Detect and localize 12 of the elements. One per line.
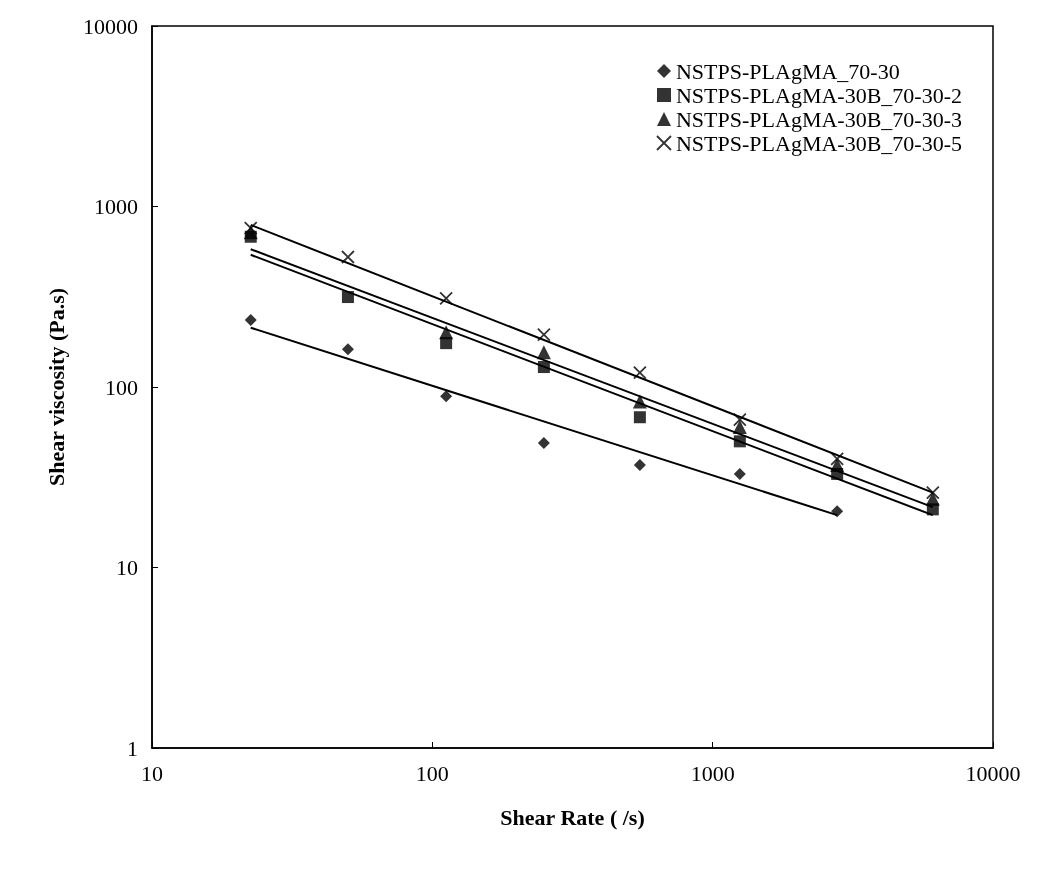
x-tick-label: 10: [141, 760, 163, 786]
y-tick-label: 1: [127, 735, 138, 761]
x-tick-label: 1000: [690, 760, 735, 786]
y-axis-title: Shear viscosity (Pa.s): [43, 287, 69, 487]
x-tick-label: 100: [415, 760, 449, 786]
x-axis-title: Shear Rate ( /s): [500, 804, 645, 830]
y-tick-label: 10000: [83, 13, 138, 39]
x-tick-label: 10000: [965, 760, 1021, 786]
y-tick-label: 10: [116, 555, 138, 580]
legend-label: NSTPS-PLAgMA_70-30: [675, 58, 900, 84]
y-tick-label: 1000: [94, 194, 138, 219]
y-tick-label: 100: [105, 374, 138, 400]
